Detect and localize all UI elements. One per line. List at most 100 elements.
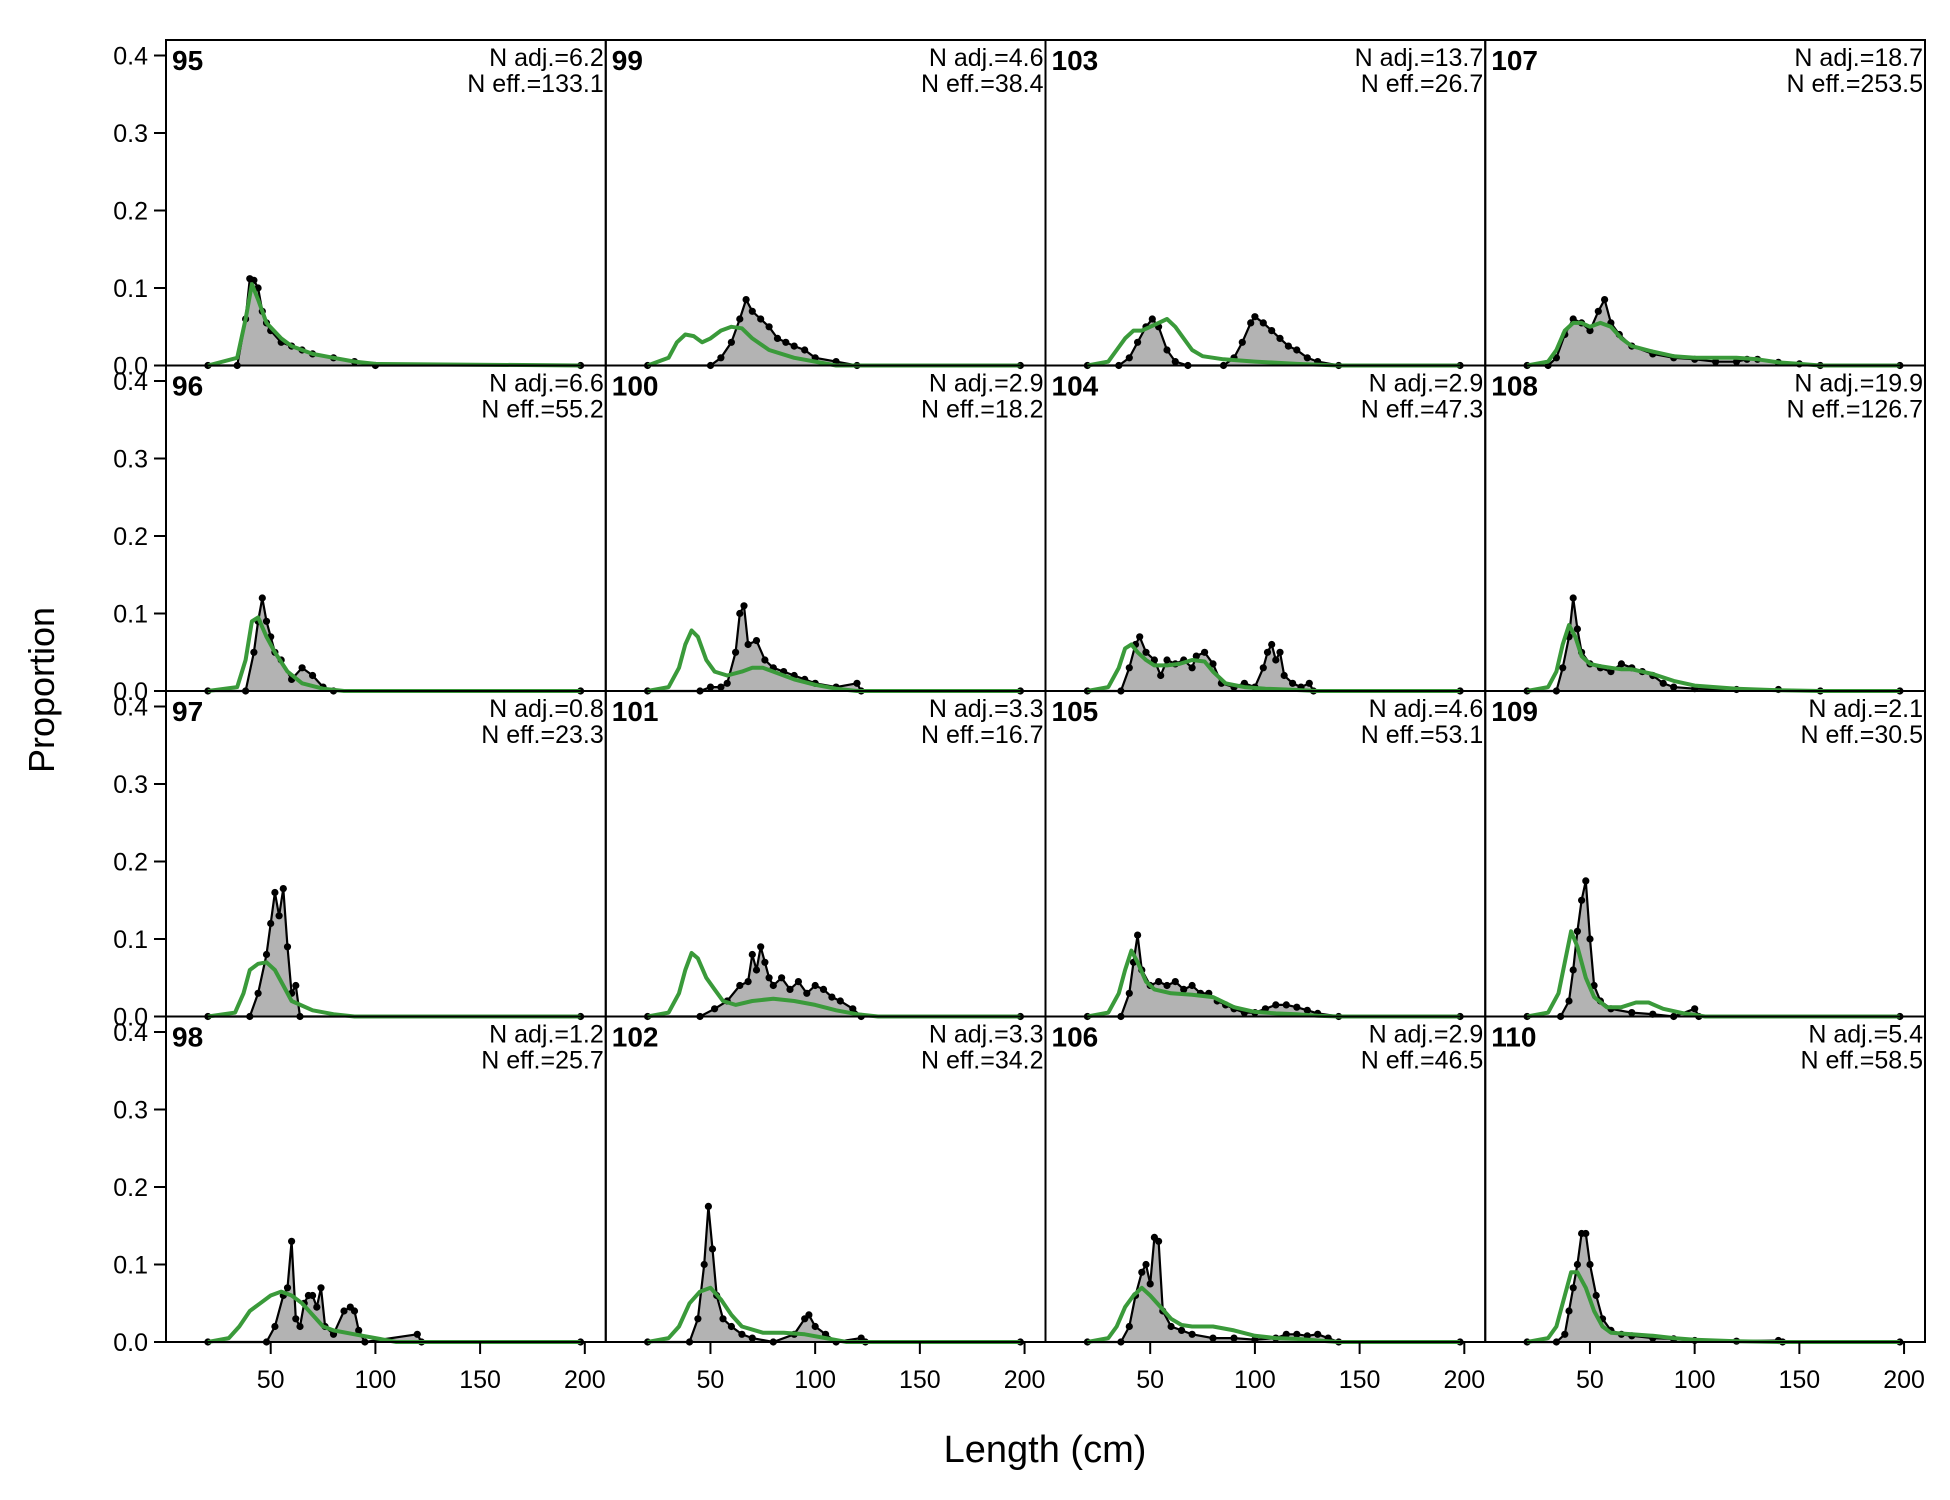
- observed-point: [1171, 978, 1179, 986]
- expected-line: [647, 951, 1021, 1019]
- observed-point: [736, 609, 744, 618]
- observed-point: [1569, 966, 1577, 974]
- observed-point: [752, 966, 761, 974]
- observed-point: [1171, 358, 1179, 366]
- observed-point: [296, 1322, 304, 1331]
- observed-point: [769, 981, 777, 990]
- observed-point: [1289, 679, 1297, 687]
- observed-point: [723, 679, 731, 687]
- observed-point: [250, 276, 258, 284]
- observed-point: [1586, 327, 1594, 335]
- expected-line: [207, 960, 581, 1019]
- observed-point: [1303, 1006, 1311, 1014]
- n-eff-label: N eff.=58.5: [1800, 1047, 1923, 1075]
- observed-point: [1601, 296, 1609, 304]
- observed-point: [828, 993, 836, 1001]
- panel-102: 102 N adj.=3.3N eff.=34.2: [604, 1015, 1047, 1346]
- observed-area: [647, 605, 1021, 691]
- n-eff-label: N eff.=46.5: [1361, 1047, 1484, 1075]
- observed-point: [1167, 1322, 1175, 1331]
- observed-point: [1230, 1334, 1238, 1342]
- observed-point: [262, 950, 271, 959]
- observed-point: [736, 315, 744, 323]
- panel-98: 98 N adj.=1.2N eff.=25.7: [165, 1015, 607, 1346]
- observed-point: [1188, 664, 1196, 672]
- observed-line: [647, 296, 1021, 367]
- y-tick-label: 0.4: [113, 43, 148, 71]
- n-adj-label: N adj.=4.6: [1369, 695, 1484, 723]
- n-eff-label: N eff.=47.3: [1361, 396, 1484, 424]
- observed-point: [1134, 931, 1142, 939]
- observed-point: [1586, 935, 1594, 943]
- observed-point: [853, 679, 861, 687]
- panel-id-label: 107: [1491, 45, 1538, 76]
- x-tick-label: 100: [1674, 1366, 1716, 1394]
- x-tick-label: 200: [1004, 1366, 1046, 1394]
- observed-point: [1578, 896, 1586, 904]
- observed-point: [1272, 656, 1280, 664]
- observed-point: [1125, 1322, 1133, 1331]
- observed-point: [1561, 1330, 1569, 1338]
- observed-point: [1259, 319, 1267, 327]
- observed-point: [761, 958, 769, 966]
- observed-point: [1247, 319, 1255, 327]
- observed-point: [744, 978, 752, 986]
- observed-point: [1582, 1229, 1590, 1238]
- observed-point: [1209, 660, 1217, 668]
- observed-point: [1142, 1260, 1150, 1269]
- expected-line: [1087, 642, 1461, 693]
- observed-point: [283, 1284, 292, 1292]
- observed-point: [1293, 1003, 1301, 1011]
- n-adj-label: N adj.=19.9: [1794, 370, 1923, 398]
- observed-point: [717, 354, 725, 362]
- observed-point: [288, 1237, 296, 1245]
- observed-point: [727, 1322, 736, 1331]
- observed-point: [1272, 1001, 1280, 1009]
- observed-point: [292, 1315, 300, 1323]
- panel-id-label: 109: [1491, 696, 1538, 727]
- n-eff-label: N eff.=18.2: [921, 396, 1044, 424]
- panel-border: [1484, 1015, 1926, 1343]
- x-tick-label: 50: [697, 1366, 725, 1394]
- expected-line: [1526, 1270, 1900, 1344]
- x-tick-label: 100: [794, 1366, 836, 1394]
- y-tick-label: 0.3: [113, 771, 148, 799]
- n-adj-label: N adj.=18.7: [1794, 44, 1923, 72]
- observed-point: [1565, 997, 1573, 1005]
- observed-point: [1659, 679, 1667, 687]
- observed-point: [1263, 648, 1272, 656]
- expected-line: [646, 324, 1021, 368]
- n-eff-label: N eff.=16.7: [921, 721, 1044, 749]
- y-tick-label: 0.1: [113, 926, 148, 954]
- panel-99: 99 N adj.=4.6N eff.=38.4: [604, 39, 1047, 370]
- observed-point: [1582, 877, 1590, 885]
- observed-point: [1142, 648, 1150, 656]
- observed-area: [207, 888, 581, 1017]
- observed-point: [1150, 656, 1158, 664]
- x-tick-label: 150: [459, 1366, 501, 1394]
- observed-point: [1569, 315, 1577, 323]
- x-tick-label: 50: [257, 1366, 285, 1394]
- observed-point: [765, 974, 773, 982]
- observed-point: [350, 1307, 359, 1315]
- n-adj-label: N adj.=3.3: [929, 695, 1044, 723]
- y-tick-label: 0.3: [113, 120, 148, 148]
- panel-id-label: 110: [1491, 1022, 1536, 1053]
- n-eff-label: N eff.=34.2: [921, 1047, 1044, 1075]
- n-adj-label: N adj.=13.7: [1355, 44, 1484, 72]
- observed-point: [819, 985, 828, 994]
- observed-point: [1552, 354, 1560, 362]
- observed-point: [1192, 652, 1200, 660]
- observed-point: [1284, 342, 1292, 350]
- x-tick-label: 100: [1234, 1366, 1276, 1394]
- observed-point: [1138, 1268, 1146, 1276]
- observed-point: [1590, 981, 1598, 990]
- observed-point: [1282, 1001, 1290, 1009]
- panel-110: 110 N adj.=5.4N eff.=58.5: [1484, 1015, 1926, 1346]
- observed-point: [1314, 1330, 1322, 1338]
- observed-point: [1201, 648, 1209, 656]
- y-tick-label: 0.1: [113, 275, 148, 303]
- observed-point: [1276, 334, 1284, 342]
- y-tick-label: 0.4: [113, 694, 148, 722]
- n-eff-label: N eff.=253.5: [1787, 70, 1923, 98]
